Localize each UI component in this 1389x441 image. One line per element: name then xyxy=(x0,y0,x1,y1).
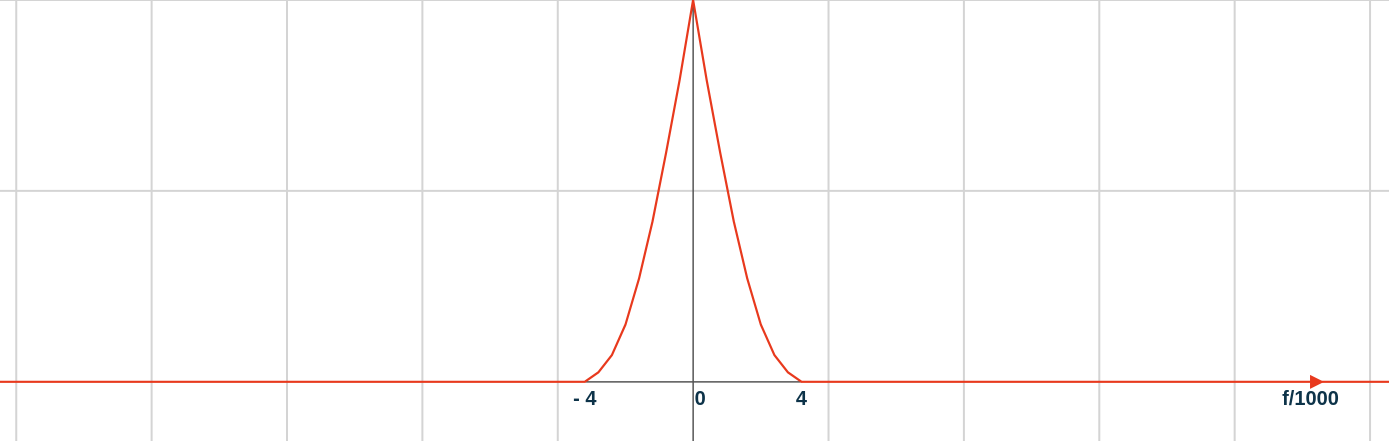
x-tick-label: 4 xyxy=(796,388,808,410)
x-axis-arrowhead xyxy=(1310,374,1325,389)
spectrum-curve xyxy=(0,0,1389,383)
curve-layer xyxy=(0,0,1389,389)
axes xyxy=(584,0,802,441)
axis-labels: f/1000 - 4 0 4 xyxy=(573,388,1339,410)
x-tick-label: 0 xyxy=(695,388,706,410)
x-tick-label: - 4 xyxy=(573,388,597,410)
x-axis-label: f/1000 xyxy=(1282,388,1339,410)
